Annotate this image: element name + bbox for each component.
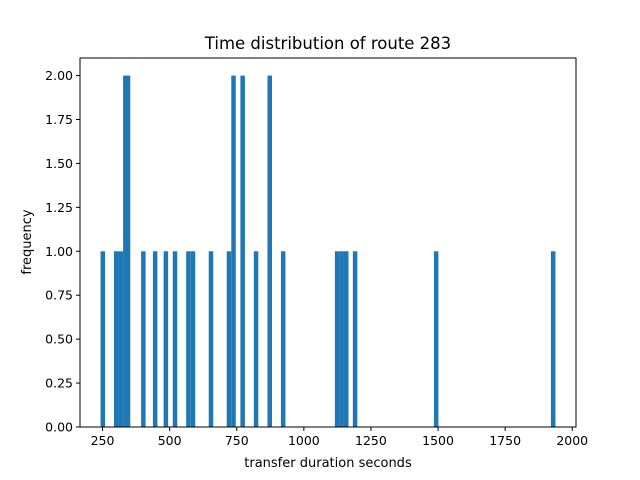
histogram-bar	[208, 251, 214, 427]
histogram-bar	[163, 251, 169, 427]
histogram-bar	[113, 251, 119, 427]
histogram-bar	[280, 251, 286, 427]
y-tick-label: 0.50	[45, 332, 73, 347]
histogram-bar	[190, 251, 196, 427]
y-tick-label: 1.50	[45, 156, 73, 171]
histogram-bar	[231, 75, 236, 427]
histogram-bar	[433, 251, 439, 427]
histogram-bar	[550, 251, 556, 427]
y-tick-label: 1.25	[45, 200, 73, 215]
x-tick-label: 1250	[355, 433, 387, 448]
x-tick-label: 1750	[489, 433, 521, 448]
histogram-bar	[123, 75, 128, 427]
axes-frame	[79, 57, 577, 428]
bars-group	[100, 75, 556, 427]
x-tick-label: 2000	[556, 433, 588, 448]
y-axis-label: frequency	[20, 209, 35, 275]
y-axis-ticks: 0.00 0.25 0.50 0.75 1.00 1.25 1.50 1.75 2.00	[45, 68, 80, 435]
x-axis-ticks: 250 500 750 1000 1250 1500 1750 2000	[91, 427, 588, 448]
y-tick-label: 0.75	[45, 288, 73, 303]
chart-title: Time distribution of route 283	[204, 34, 451, 53]
histogram-bar	[186, 251, 191, 427]
y-tick-label: 1.00	[45, 244, 73, 259]
histogram-bar	[118, 251, 124, 427]
x-tick-label: 250	[91, 433, 115, 448]
histogram-bar	[125, 75, 131, 427]
x-tick-label: 750	[225, 433, 249, 448]
histogram-bar	[226, 251, 232, 427]
x-tick-label: 500	[158, 433, 182, 448]
histogram-bar	[253, 251, 259, 427]
histogram-bar	[334, 251, 340, 427]
y-tick-label: 2.00	[45, 68, 73, 83]
histogram-bar	[339, 251, 344, 427]
histogram-bar	[344, 251, 349, 427]
y-tick-label: 0.25	[45, 376, 73, 391]
histogram-bar	[267, 75, 273, 427]
x-tick-label: 1000	[288, 433, 320, 448]
y-tick-label: 1.75	[45, 112, 73, 127]
histogram-bar	[100, 251, 106, 427]
histogram-bar	[141, 251, 146, 427]
histogram-bar	[152, 251, 158, 427]
histogram-bar	[172, 251, 178, 427]
x-tick-label: 1500	[422, 433, 454, 448]
x-axis-label: transfer duration seconds	[244, 456, 412, 471]
histogram-bar	[352, 251, 358, 427]
y-tick-label: 0.00	[45, 420, 73, 435]
histogram-bar	[240, 75, 245, 427]
